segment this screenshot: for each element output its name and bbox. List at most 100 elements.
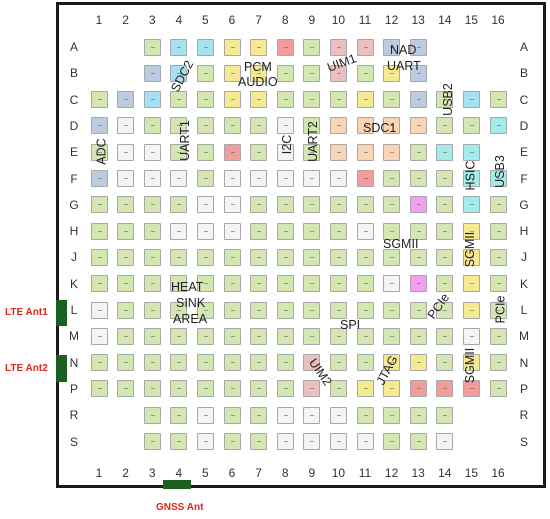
pin-pad	[356, 170, 374, 187]
pin-pad	[143, 433, 161, 450]
pin-pad	[436, 117, 454, 135]
pin-pad	[409, 38, 427, 56]
pin-pad	[462, 275, 480, 293]
label-i2c: I2C	[280, 134, 295, 155]
pin-pad	[117, 143, 135, 161]
pin-pad	[117, 117, 135, 135]
row-label-right: D	[519, 118, 529, 133]
row-label-left: G	[69, 197, 79, 212]
pin-pad	[462, 143, 480, 161]
pin-pad	[329, 91, 347, 109]
pin-pad	[143, 143, 161, 161]
column-header-bottom: 10	[331, 466, 346, 480]
pin-pad	[489, 196, 507, 214]
pin-pad	[170, 301, 188, 319]
pin-pad	[143, 301, 161, 319]
pin-pad	[276, 64, 294, 82]
pin-pad	[409, 354, 427, 372]
pin-pad	[303, 354, 321, 372]
pin-pad	[383, 380, 401, 398]
pin-pad	[143, 170, 161, 187]
pin-pad	[196, 143, 214, 161]
label-uart2: UART2	[305, 121, 320, 162]
column-header-top: 15	[464, 13, 479, 27]
pin-pad	[90, 91, 108, 109]
column-header-top: 7	[255, 13, 262, 27]
column-header-top: 13	[411, 13, 425, 27]
pin-pad	[250, 38, 268, 56]
row-label-left: N	[69, 355, 79, 370]
pin-pad	[462, 117, 480, 135]
pin-pad	[329, 170, 347, 187]
pin-pad	[223, 196, 241, 214]
pin-pad	[383, 38, 401, 56]
row-label-right: P	[519, 381, 528, 396]
column-header-bottom: 2	[122, 466, 129, 480]
column-header-bottom: 13	[411, 466, 425, 480]
pin-pad	[196, 275, 214, 293]
row-label-left: E	[69, 145, 78, 160]
row-label-right: F	[520, 171, 528, 186]
pin-pad	[462, 196, 480, 214]
pin-pad	[90, 170, 108, 187]
row-label-left: P	[69, 381, 78, 396]
pin-pad	[143, 275, 161, 293]
pin-pad	[383, 222, 401, 240]
pin-pad	[489, 248, 507, 266]
pin-pad	[276, 222, 294, 240]
pin-pad	[436, 406, 454, 424]
row-label-left: R	[69, 408, 79, 423]
pin-pad	[196, 117, 214, 135]
row-label-left: J	[71, 250, 77, 265]
pin-pad	[143, 117, 161, 135]
pin-pad	[143, 91, 161, 109]
pin-pad	[143, 380, 161, 398]
column-header-top: 14	[438, 13, 452, 27]
pin-pad	[170, 143, 188, 161]
pin-pad	[196, 196, 214, 214]
label-area: AREA	[173, 312, 208, 326]
pin-pad	[383, 275, 401, 293]
pin-pad	[196, 354, 214, 372]
pin-pad	[303, 196, 321, 214]
pin-pad	[409, 117, 427, 135]
label-sgmii-1: SGMII	[383, 237, 419, 251]
pin-pad	[143, 64, 161, 82]
pin-pad	[329, 380, 347, 398]
row-label-left: B	[69, 66, 78, 81]
pin-pad	[170, 406, 188, 424]
pin-pad	[196, 222, 214, 240]
pin-pad	[489, 301, 507, 319]
pin-pad	[170, 170, 188, 187]
pin-pad	[223, 275, 241, 293]
pin-pad	[329, 64, 347, 82]
pin-pad	[223, 248, 241, 266]
pin-pad	[276, 380, 294, 398]
pin-pad	[409, 406, 427, 424]
pin-pad	[383, 117, 401, 135]
pin-pad	[250, 380, 268, 398]
row-label-right: R	[519, 408, 529, 423]
label-nad-uart: UART	[387, 59, 421, 73]
pin-pad	[143, 248, 161, 266]
pin-pad	[303, 143, 321, 161]
pin-pad	[170, 91, 188, 109]
pin-pad	[90, 354, 108, 372]
pin-pad	[329, 406, 347, 424]
column-header-top: 4	[175, 13, 183, 27]
row-label-left: K	[69, 276, 78, 291]
pin-pad	[276, 354, 294, 372]
pin-pad	[409, 301, 427, 319]
column-header-bottom: 5	[202, 466, 209, 480]
pin-pad	[276, 196, 294, 214]
pin-pad	[356, 222, 374, 240]
module-outline	[56, 2, 546, 488]
row-label-right: J	[521, 250, 527, 265]
pin-pad	[383, 433, 401, 450]
row-label-left: S	[69, 434, 78, 449]
pin-pad	[329, 222, 347, 240]
pin-pad	[409, 248, 427, 266]
column-header-bottom: 12	[384, 466, 399, 480]
pin-pad	[356, 117, 374, 135]
pin-pad	[117, 354, 135, 372]
